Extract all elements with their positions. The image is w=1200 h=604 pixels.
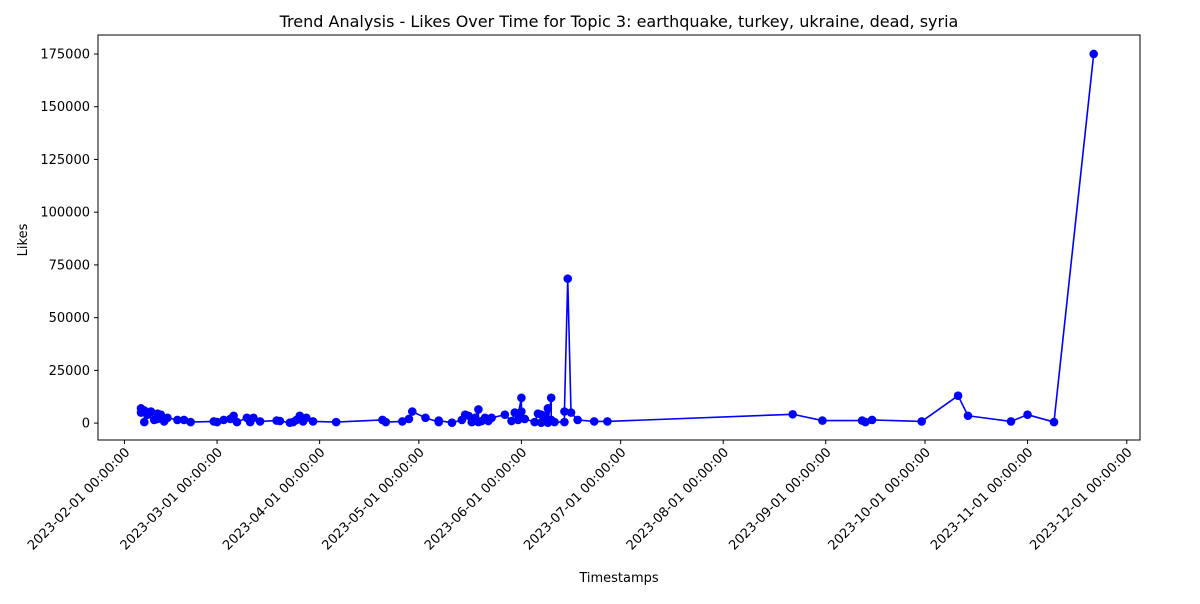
- data-point: [421, 413, 430, 423]
- data-point: [536, 418, 546, 428]
- data-point: [550, 417, 559, 427]
- data-point: [566, 408, 576, 417]
- y-tick-label: 125000: [40, 153, 90, 168]
- x-axis-label: Timestamps: [578, 571, 659, 586]
- data-point: [381, 417, 391, 427]
- data-point: [530, 417, 539, 427]
- y-tick-label: 0: [82, 417, 90, 432]
- data-point: [398, 417, 407, 426]
- data-point: [963, 411, 973, 421]
- data-point: [867, 415, 877, 425]
- data-point: [140, 417, 149, 427]
- data-point: [179, 415, 189, 425]
- data-point: [407, 407, 417, 416]
- data-point: [507, 416, 516, 426]
- data-point: [487, 413, 496, 423]
- y-tick-label: 150000: [40, 100, 90, 115]
- data-point: [603, 417, 612, 426]
- data-point: [788, 409, 797, 419]
- series-group: [136, 49, 1098, 428]
- data-point: [447, 418, 457, 428]
- data-point: [308, 417, 318, 426]
- data-point: [255, 417, 265, 426]
- data-point: [331, 417, 341, 427]
- data-point: [540, 411, 549, 421]
- data-point: [156, 410, 166, 419]
- chart-title: Trend Analysis - Likes Over Time for Top…: [279, 12, 959, 31]
- data-point: [543, 404, 553, 413]
- y-axis-label: Likes: [16, 223, 31, 256]
- data-point: [219, 415, 228, 425]
- data-point: [434, 416, 444, 425]
- y-tick-label: 25000: [49, 364, 90, 379]
- data-point: [917, 417, 926, 426]
- data-point: [302, 413, 311, 423]
- data-point: [464, 411, 473, 421]
- data-point: [563, 274, 573, 283]
- data-point: [146, 407, 156, 416]
- y-tick-label: 100000: [40, 206, 90, 221]
- plot-area-frame: [97, 34, 1141, 441]
- data-point: [229, 411, 238, 421]
- data-point: [1006, 417, 1016, 426]
- y-tick-label: 50000: [49, 311, 90, 326]
- data-point: [861, 417, 870, 427]
- data-point: [517, 407, 526, 416]
- data-point: [173, 415, 182, 425]
- data-point: [546, 393, 556, 403]
- data-point: [520, 414, 530, 424]
- data-point: [560, 417, 569, 427]
- data-point: [404, 414, 414, 424]
- y-tick-label: 75000: [49, 258, 90, 273]
- data-point: [589, 417, 599, 426]
- data-point: [1089, 49, 1098, 59]
- data-point: [573, 415, 582, 425]
- data-point: [500, 410, 510, 419]
- data-point: [1023, 410, 1032, 419]
- data-point: [163, 413, 172, 423]
- data-point: [474, 405, 483, 414]
- data-point: [517, 393, 526, 403]
- data-point: [275, 416, 285, 426]
- y-tick-label: 175000: [40, 47, 90, 62]
- data-point: [186, 417, 195, 427]
- data-point: [953, 391, 963, 401]
- data-point: [249, 413, 258, 423]
- data-point: [212, 417, 222, 427]
- data-point: [818, 416, 827, 425]
- data-point: [232, 417, 242, 427]
- data-point: [1049, 417, 1059, 427]
- data-point: [560, 407, 569, 416]
